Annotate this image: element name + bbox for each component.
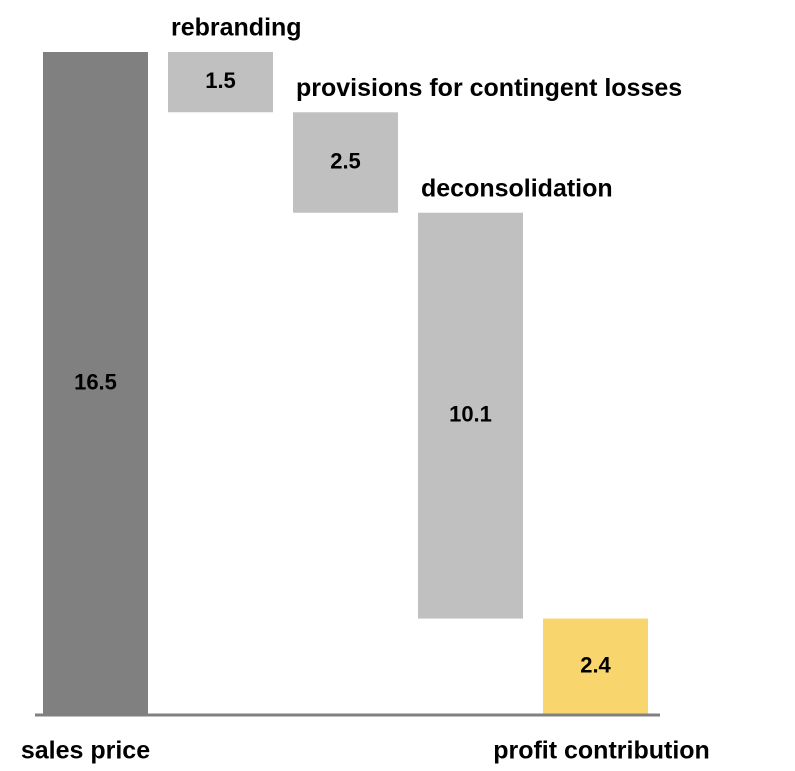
bar xyxy=(43,52,148,715)
value-label: 2.5 xyxy=(330,148,361,173)
category-label: rebranding xyxy=(171,14,302,42)
category-label: deconsolidation xyxy=(421,174,613,202)
category-label: provisions for contingent losses xyxy=(296,74,682,102)
value-label: 16.5 xyxy=(74,369,117,394)
bar xyxy=(543,618,648,715)
bar xyxy=(293,112,398,213)
value-label: 1.5 xyxy=(205,68,236,93)
value-label: 10.1 xyxy=(449,401,492,426)
value-label: 2.4 xyxy=(580,653,611,678)
category-label: sales price xyxy=(21,737,150,765)
bar xyxy=(418,212,523,619)
category-label: profit contribution xyxy=(493,737,710,765)
bar xyxy=(168,52,273,113)
